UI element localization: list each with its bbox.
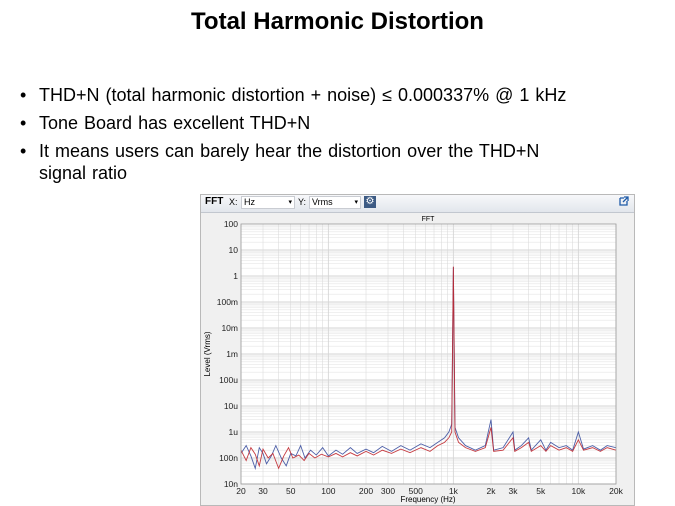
x-tick-label: 5k (536, 486, 546, 496)
series-layer (240, 266, 617, 471)
fft-toolbar: FFT X: Hz ▾ Y: Vrms ▾ ⚙ (201, 195, 634, 213)
y-tick-label: 10m (221, 323, 238, 333)
x-tick-label: 20k (609, 486, 623, 496)
chevron-down-icon: ▾ (354, 199, 358, 206)
bullet-list: • THD+N (total harmonic distortion + noi… (20, 84, 665, 190)
series-line-1 (240, 267, 617, 471)
x-tick-label: 10k (572, 486, 586, 496)
x-tick-label: 1k (449, 486, 459, 496)
bullet-text-continuation: signal ratio (39, 163, 128, 183)
fft-chart: 20 30 50 100 200 300 500 1k 2k 3k 5k 10k 20k 1001011… (203, 216, 624, 504)
bullet-marker: • (20, 141, 27, 161)
bullet-item: • Tone Board has excellent THD+N (20, 112, 665, 134)
chart-title: FFT (422, 216, 436, 223)
x-tick-label: 50 (286, 486, 296, 496)
y-tick-label: 1 (233, 271, 238, 281)
y-tick-labels: 100 10 1 100m 10m 1m 100u 10u 1u 100n 10n (217, 219, 239, 489)
external-link-icon[interactable] (619, 196, 629, 209)
x-tick-label: 300 (381, 486, 395, 496)
x-tick-label: 100 (321, 486, 335, 496)
y-tick-label: 10u (224, 401, 238, 411)
bullet-item: • THD+N (total harmonic distortion + noi… (20, 84, 665, 106)
y-axis-label: Y: (298, 197, 307, 207)
series-line-2 (240, 266, 617, 470)
chevron-down-icon: ▾ (288, 199, 292, 206)
y-tick-label: 10 (229, 245, 239, 255)
y-unit-value: Vrms (312, 197, 333, 207)
x-tick-label: 200 (359, 486, 373, 496)
x-tick-labels: 20 30 50 100 200 300 500 1k 2k 3k 5k 10k 20k (236, 486, 623, 496)
x-axis-title: Frequency (Hz) (400, 495, 455, 504)
y-axis-title: Level (Vrms) (203, 331, 212, 376)
y-unit-select[interactable]: Vrms ▾ (309, 196, 361, 209)
x-tick-label: 3k (509, 486, 519, 496)
y-tick-label: 100 (224, 219, 238, 229)
slide-title: Total Harmonic Distortion (191, 8, 484, 35)
bullet-text: Tone Board has excellent THD+N (39, 113, 311, 133)
gear-icon[interactable]: ⚙ (364, 196, 376, 208)
x-tick-label: 30 (258, 486, 268, 496)
bullet-item: • It means users can barely hear the dis… (20, 140, 665, 184)
y-tick-label: 100n (219, 453, 238, 463)
bullet-text: It means users can barely hear the disto… (39, 141, 540, 161)
y-tick-label: 1u (229, 427, 239, 437)
fft-panel: FFT X: Hz ▾ Y: Vrms ▾ ⚙ 20 30 50 100 200 300 5… (200, 194, 635, 506)
bullet-marker: • (20, 113, 27, 133)
bullet-marker: • (20, 85, 27, 105)
x-tick-label: 2k (487, 486, 497, 496)
x-unit-value: Hz (244, 197, 255, 207)
y-tick-label: 100u (219, 375, 238, 385)
plot-border (240, 223, 617, 485)
x-unit-select[interactable]: Hz ▾ (241, 196, 295, 209)
x-tick-label: 20 (236, 486, 246, 496)
x-axis-label: X: (229, 197, 238, 207)
y-tick-label: 10n (224, 479, 238, 489)
x-tick-label: 500 (409, 486, 423, 496)
y-tick-label: 100m (217, 297, 238, 307)
panel-name: FFT (205, 196, 224, 207)
bullet-text: THD+N (total harmonic distortion + noise… (39, 85, 567, 105)
y-tick-label: 1m (226, 349, 238, 359)
